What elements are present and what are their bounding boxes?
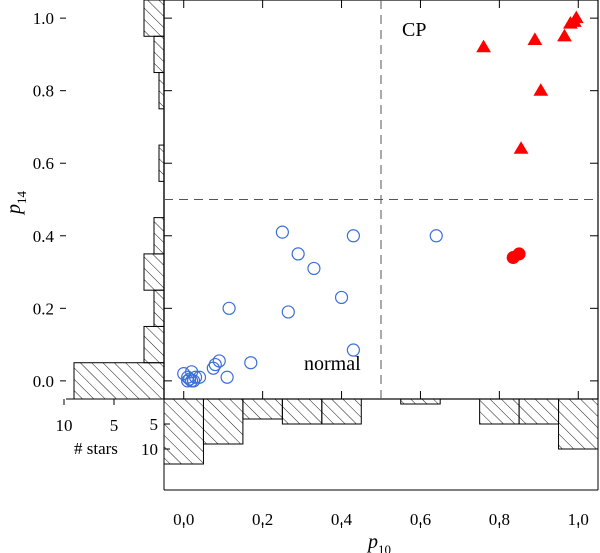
x-tick-label: 0.4 (331, 510, 353, 529)
normal-star-point (275, 225, 289, 239)
cp-label: CP (402, 19, 426, 41)
bottom-hist-bar (202, 398, 244, 445)
y-axis-title-main: p (3, 204, 25, 216)
normal-star-point (429, 229, 443, 243)
left-hist-bar (153, 289, 165, 327)
x-tick-label: 0.0 (173, 510, 194, 529)
left-hist-bar (143, 253, 165, 291)
normal-star-point (291, 247, 305, 261)
y-tick-label: 0.2 (33, 299, 54, 318)
y-axis-title-sub: 14 (14, 191, 29, 205)
x-tick-label: 0.2 (252, 510, 273, 529)
cp-circle-point (512, 247, 526, 261)
y-tick-label: 0.0 (33, 372, 54, 391)
normal-star-point (181, 374, 195, 388)
cp-triangle-point (527, 32, 543, 45)
normal-star-point (334, 290, 349, 305)
x-tick-label: 0.8 (489, 510, 510, 529)
bottom-hist-bar (163, 398, 204, 465)
y-tick-label: 0.8 (33, 82, 54, 101)
bottom-hist-bar (558, 398, 599, 450)
normal-star-point (222, 301, 236, 315)
x-axis-title-main: p (366, 531, 378, 553)
x-axis-title: p10 (366, 531, 391, 553)
normal-star-point (212, 354, 226, 368)
bottom-hist-bar (518, 398, 560, 425)
normal-star-point (208, 357, 222, 372)
normal-star-point (244, 356, 258, 370)
y-axis-title: p14 (3, 191, 29, 217)
x-axis-title-sub: 10 (378, 542, 391, 553)
scatter-points (177, 10, 584, 388)
left-hist-bar (158, 72, 165, 110)
y-tick-label: 0.6 (33, 154, 54, 173)
left-hist-bar (143, 0, 165, 37)
normal-star-point (192, 370, 207, 384)
left-hist-bar (73, 362, 165, 400)
normal-star-point (346, 343, 360, 357)
bottom-hist-bar (400, 398, 441, 405)
normal-star-point (346, 229, 360, 243)
x-tick-label: 1.0 (568, 510, 589, 529)
axis-ticks: 0.0 0.2 0.4 0.6 0.8 1.0 0.0 0.2 0.4 0.6 0.8 1.0 (33, 0, 598, 529)
left-hist-bar (153, 35, 165, 74)
left-hist-bar (153, 217, 165, 255)
left-hist-tick-label: 5 (110, 416, 119, 435)
bottom-hist-bar (321, 398, 362, 425)
y-tick-label: 1.0 (33, 9, 54, 28)
x-tick-label: 0.6 (410, 510, 431, 529)
cp-triangle-point (513, 141, 529, 154)
left-hist-tick-label: 10 (56, 416, 73, 435)
bottom-hist-tick-label: 10 (141, 440, 158, 459)
bottom-hist-bar (242, 398, 283, 420)
normal-star-point (220, 370, 234, 384)
left-histogram: 10 5 (56, 0, 165, 435)
normal-star-point (281, 305, 295, 319)
stars-axis-label: # stars (74, 439, 118, 458)
normal-star-point (188, 370, 203, 384)
cp-triangle-point (476, 39, 491, 53)
normal-label: normal (304, 353, 361, 375)
cp-triangle-point (568, 10, 584, 24)
cp-triangle-point (557, 28, 572, 42)
bottom-hist-bar (479, 398, 520, 425)
normal-star-point (307, 261, 321, 276)
cp-triangle-point (533, 83, 549, 96)
bottom-hist-tick-label: 5 (150, 415, 159, 434)
bottom-histogram: 510 (141, 398, 599, 491)
bottom-hist-bar (281, 398, 323, 425)
left-hist-bar (158, 144, 165, 182)
divider-lines (164, 0, 598, 399)
y-tick-label: 0.4 (33, 227, 55, 246)
left-hist-bar (143, 325, 165, 364)
